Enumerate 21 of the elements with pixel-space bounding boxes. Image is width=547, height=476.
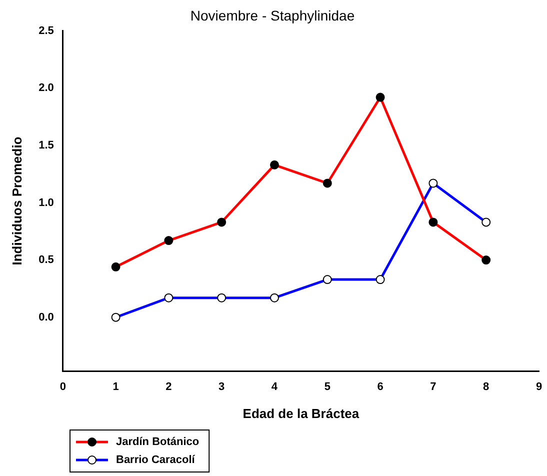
y-tick-label: 2.5 bbox=[38, 24, 54, 37]
y-tick-label: 0.5 bbox=[38, 254, 54, 266]
y-tick-label: 1.0 bbox=[38, 196, 54, 209]
chart-title: Noviembre - Staphylinidae bbox=[190, 7, 355, 24]
y-axis-title: Individuos Promedio bbox=[9, 136, 24, 266]
x-tick-label: 0 bbox=[60, 380, 66, 393]
x-tick-label: 1 bbox=[112, 380, 119, 393]
x-tick-label: 8 bbox=[483, 380, 490, 393]
y-tick-label: 1.5 bbox=[38, 139, 54, 152]
legend-label: Jardín Botánico bbox=[116, 436, 200, 448]
x-axis-title: Edad de la Bráctea bbox=[242, 406, 360, 421]
x-tick-label: 5 bbox=[324, 380, 330, 393]
x-tick-label: 3 bbox=[218, 380, 225, 393]
x-tick-label: 9 bbox=[536, 380, 542, 393]
y-tick-label: 0.0 bbox=[38, 311, 54, 324]
x-tick-label: 4 bbox=[271, 380, 278, 393]
x-tick-label: 2 bbox=[166, 380, 172, 393]
x-tick-label: 7 bbox=[430, 380, 436, 393]
y-tick-label: 2.0 bbox=[38, 82, 54, 94]
x-tick-label: 6 bbox=[377, 380, 384, 393]
legend-label: Barrio Caracolí bbox=[116, 454, 196, 466]
